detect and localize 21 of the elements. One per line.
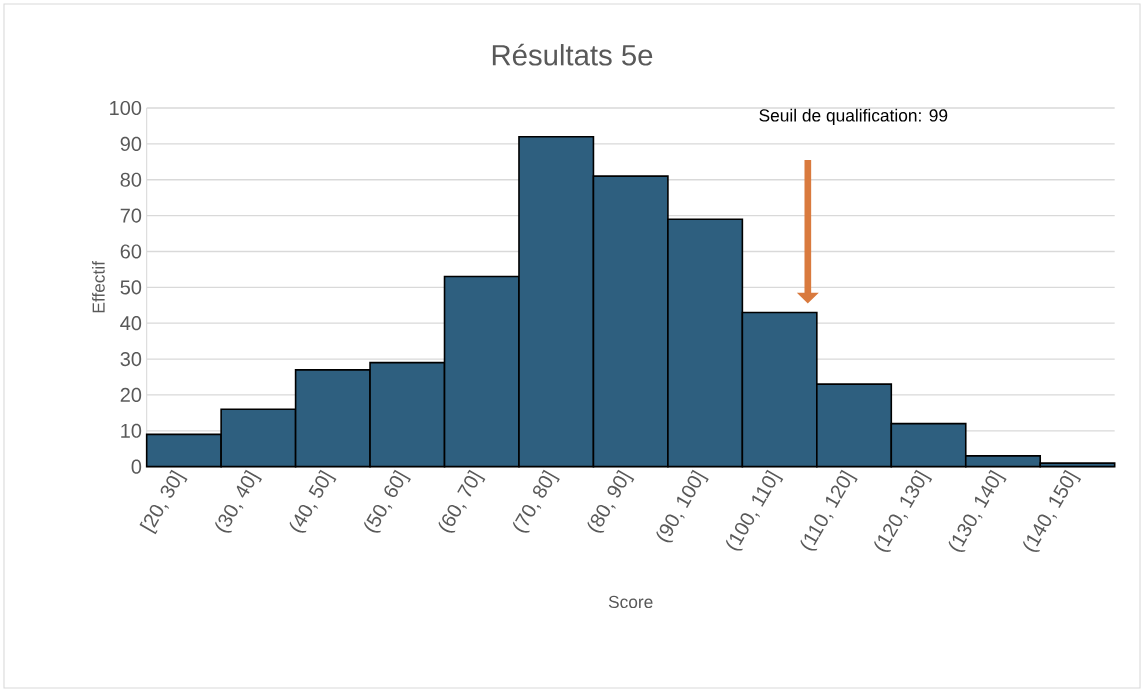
y-tick-label: 40 (120, 316, 142, 331)
x-tick-label: (60, 70] (438, 469, 486, 533)
chart-title: Résultats 5e (492, 43, 653, 66)
x-tick-label: (50, 60] (364, 469, 411, 533)
y-tick-label: 10 (121, 423, 142, 438)
y-tick-label: 70 (120, 208, 142, 223)
y-tick-label: 20 (120, 387, 142, 402)
y-tick-label: 0 (131, 459, 142, 474)
x-tick-label: (70, 80] (512, 469, 560, 533)
y-axis-title: Effectif (92, 260, 105, 313)
y-tick-label: 80 (120, 172, 142, 187)
annotation: Seuil de qualification: 99 (759, 108, 948, 126)
y-tick-label: 50 (120, 280, 142, 295)
y-tick-label: 100 (110, 100, 142, 116)
y-tick-label: 90 (120, 136, 142, 151)
x-axis-title: Score (608, 595, 653, 609)
x-tick-label: (80, 90] (587, 469, 635, 533)
y-tick-label: 60 (120, 244, 142, 259)
x-tick-label: (30, 40] (215, 469, 262, 533)
x-tick-label: (40, 50] (289, 469, 337, 533)
y-tick-label: 30 (120, 351, 142, 367)
